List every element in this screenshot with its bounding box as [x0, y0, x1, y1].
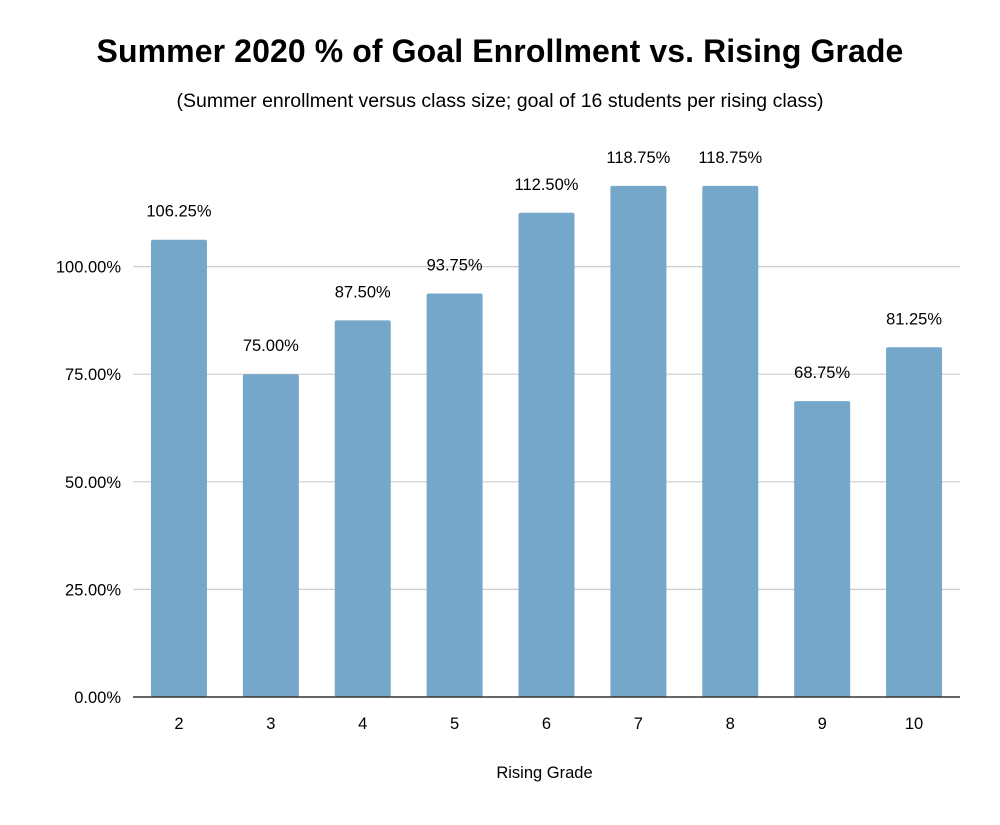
chart-title: Summer 2020 % of Goal Enrollment vs. Ris… [96, 33, 904, 69]
x-axis-title: Rising Grade [496, 764, 592, 782]
x-tick-label: 10 [905, 715, 923, 733]
bar [334, 320, 391, 697]
data-label: 112.50% [515, 176, 579, 194]
x-tick-label: 7 [634, 715, 643, 733]
y-tick-label: 100.00% [56, 259, 121, 277]
bar [150, 239, 207, 697]
bar [518, 212, 575, 698]
x-tick-label: 8 [726, 715, 735, 733]
x-tick-label: 5 [450, 715, 459, 733]
chart-subtitle: (Summer enrollment versus class size; go… [176, 90, 824, 112]
x-tick-label: 2 [174, 715, 183, 733]
bar [426, 293, 483, 697]
bar [886, 347, 943, 697]
bar [702, 185, 759, 697]
bar [242, 374, 299, 697]
y-tick-label: 75.00% [65, 366, 121, 384]
data-label: 106.25% [146, 203, 211, 221]
x-tick-label: 9 [818, 715, 827, 733]
data-label: 118.75% [698, 149, 762, 167]
data-label: 75.00% [243, 337, 299, 355]
x-tick-label: 4 [358, 715, 367, 733]
data-label: 93.75% [427, 257, 483, 275]
x-tick-label: 6 [542, 715, 551, 733]
data-label: 68.75% [794, 364, 850, 382]
y-tick-label: 0.00% [74, 689, 121, 707]
bar [610, 185, 667, 697]
y-tick-label: 50.00% [65, 474, 121, 492]
y-tick-label: 25.00% [65, 581, 121, 599]
data-label: 87.50% [335, 283, 391, 301]
data-label: 81.25% [886, 310, 942, 328]
data-label: 118.75% [606, 149, 670, 167]
x-tick-label: 3 [266, 715, 275, 733]
bar [794, 401, 851, 697]
